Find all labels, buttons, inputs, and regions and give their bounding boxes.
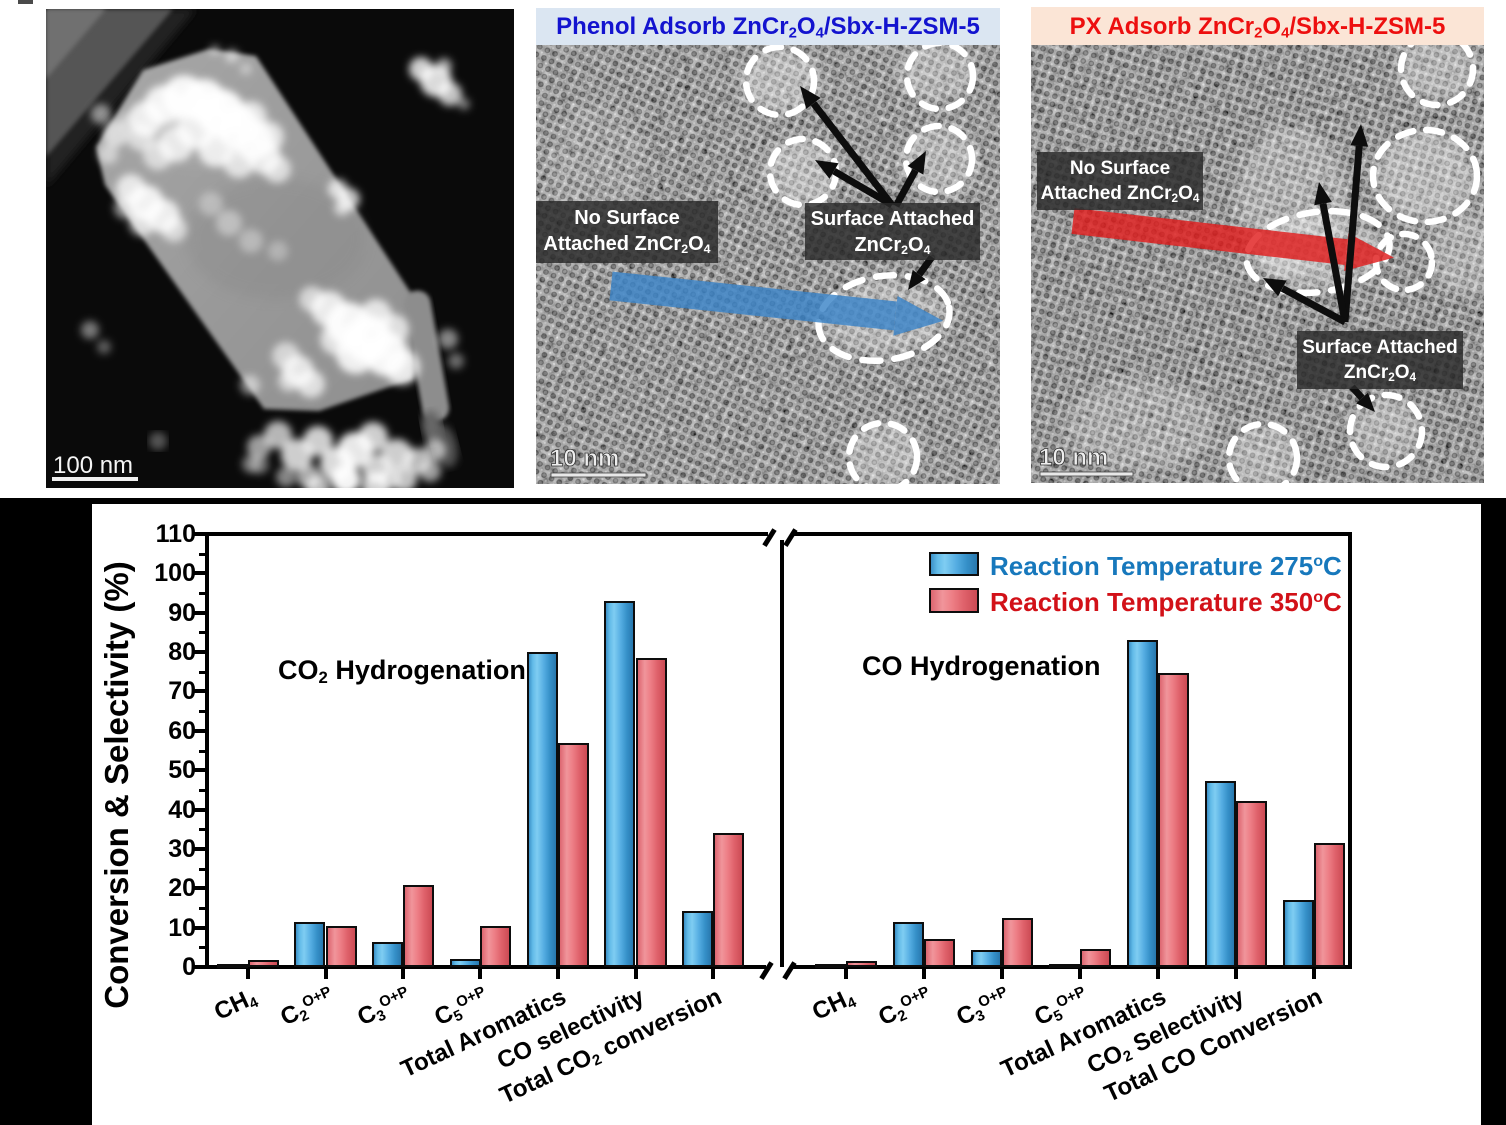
svg-text:10 nm: 10 nm: [1039, 444, 1108, 471]
svg-text:100 nm: 100 nm: [53, 452, 133, 479]
svg-text:10 nm: 10 nm: [550, 445, 619, 472]
